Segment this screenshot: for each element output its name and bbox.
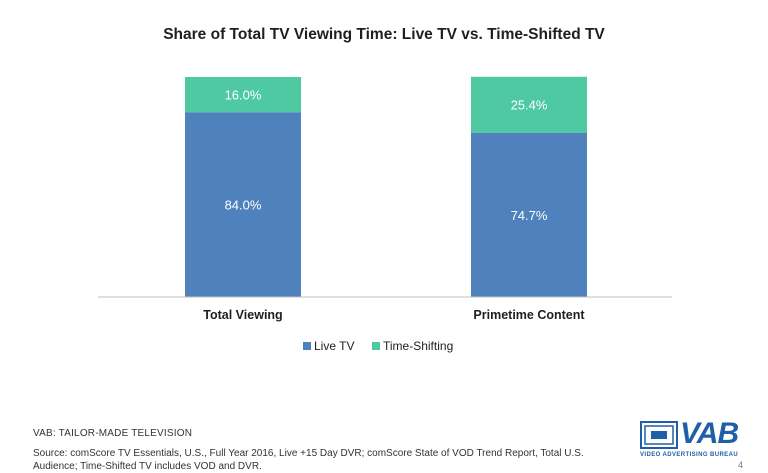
x-tick-label-1: Primetime Content	[473, 308, 585, 322]
footer-tagline: VAB: TAILOR-MADE TELEVISION	[33, 428, 193, 439]
data-label-time-shifting-1: 25.4%	[511, 98, 548, 113]
legend: Live TV Time-Shifting	[303, 339, 453, 353]
legend-label-time-shifting: Time-Shifting	[383, 339, 453, 353]
chart-title: Share of Total TV Viewing Time: Live TV …	[163, 26, 605, 43]
legend-swatch-time-shifting	[372, 342, 380, 350]
bar-live-tv-1	[471, 132, 587, 297]
vab-logo-subtitle: VIDEO ADVERTISING BUREAU	[640, 452, 739, 458]
legend-label-live-tv: Live TV	[314, 339, 354, 353]
vab-logo: VAB VIDEO ADVERTISING BUREAU	[640, 417, 752, 461]
vab-logo-letters: VAB	[680, 417, 739, 450]
data-label-time-shifting-0: 16.0%	[225, 88, 262, 103]
page-number: 4	[738, 460, 744, 470]
bars-layer: 84.0% 16.0% 74.7% 25.4%	[185, 76, 587, 297]
data-label-live-tv-0: 84.0%	[225, 198, 262, 213]
legend-swatch-live-tv	[303, 342, 311, 350]
bar-live-tv-0	[185, 112, 301, 297]
x-tick-label-0: Total Viewing	[203, 308, 282, 322]
tv-screen-icon	[640, 421, 678, 449]
data-label-live-tv-1: 74.7%	[511, 208, 548, 223]
bar-time-shifting-0	[185, 77, 301, 113]
bar-time-shifting-1	[471, 76, 587, 133]
footer-source: Source: comScore TV Essentials, U.S., Fu…	[33, 448, 584, 472]
x-tick-labels: Total Viewing Primetime Content	[203, 308, 585, 322]
